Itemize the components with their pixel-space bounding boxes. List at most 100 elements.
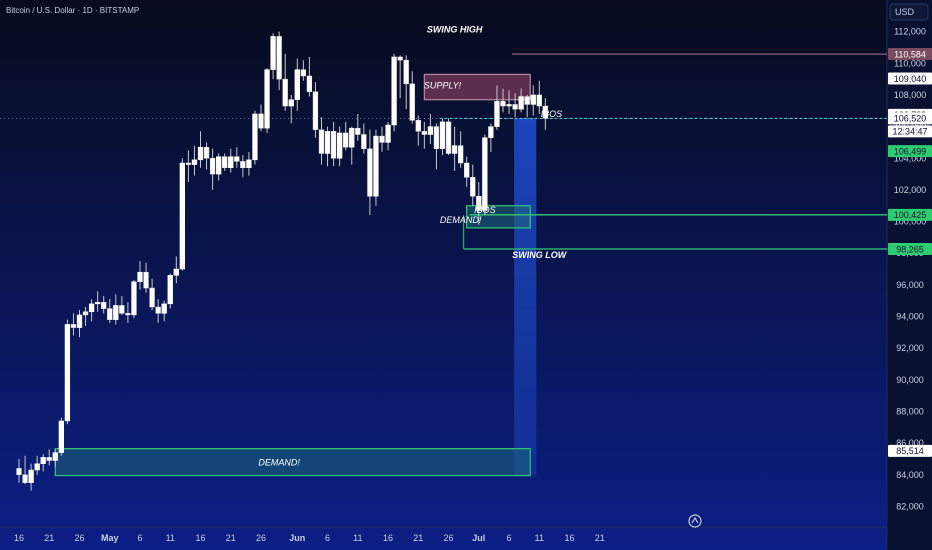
- annotation-demand: DEMAND!: [258, 457, 300, 467]
- candle: [209, 148, 216, 190]
- candle-body-down: [470, 176, 476, 197]
- candle-body-down: [500, 101, 506, 107]
- candle: [95, 291, 101, 312]
- candle-body-up: [191, 159, 198, 165]
- x-tick-label: 16: [383, 533, 393, 543]
- price-label: 106,520: [888, 112, 932, 125]
- candle: [101, 295, 107, 314]
- candle: [125, 302, 131, 323]
- candle: [167, 273, 173, 309]
- candle-body-down: [312, 91, 319, 131]
- x-tick-label: 11: [353, 533, 362, 543]
- candle: [52, 449, 58, 467]
- annotation-swing-high: SWING HIGH: [427, 24, 483, 34]
- candle: [458, 131, 464, 168]
- candle-body-up: [167, 275, 173, 305]
- candle-body-down: [379, 135, 385, 143]
- supply-zone: [423, 73, 531, 101]
- y-tick-label: 104,000: [894, 153, 927, 163]
- candle-body-up: [216, 156, 222, 175]
- candle: [234, 147, 240, 168]
- y-tick-label: 100,000: [894, 217, 927, 227]
- candle-body-down: [22, 474, 28, 483]
- candle: [536, 80, 542, 114]
- candle: [288, 94, 294, 124]
- candle: [476, 181, 482, 225]
- candle: [16, 458, 22, 483]
- candle: [524, 94, 530, 118]
- candle: [40, 454, 46, 472]
- candle: [88, 299, 95, 322]
- candle-body-down: [240, 161, 246, 169]
- x-tick-label: 11: [166, 533, 175, 543]
- candle: [119, 295, 125, 315]
- price-label-bg: [888, 72, 932, 85]
- candle-body-up: [324, 131, 331, 154]
- candle: [337, 126, 343, 167]
- candle-body-up: [264, 69, 270, 129]
- x-tick-label: 16: [565, 533, 575, 543]
- annotation-ibos: IBOS: [541, 109, 563, 119]
- x-tick-label: 21: [595, 533, 605, 543]
- tradingview-logo-icon[interactable]: [688, 514, 702, 528]
- candle-body-up: [52, 452, 58, 461]
- candle: [161, 300, 167, 322]
- price-label: 98,265: [888, 243, 932, 256]
- price-label-text: 98,265: [896, 244, 924, 254]
- x-tick-label: 6: [137, 533, 142, 543]
- x-tick-label: 21: [226, 533, 236, 543]
- price-label-text: 12:34:47: [892, 127, 927, 137]
- candle-body-up: [506, 104, 512, 107]
- candle-body-up: [82, 311, 89, 316]
- candle-body-up: [451, 145, 458, 154]
- candle-body-down: [119, 305, 125, 314]
- price-label-bg: [888, 48, 932, 61]
- candle: [355, 113, 361, 141]
- price-label-text: 106,499: [894, 146, 927, 156]
- candle-body-up: [64, 324, 71, 422]
- candle: [173, 256, 179, 284]
- candle: [451, 126, 458, 171]
- candle-body-up: [95, 302, 101, 305]
- candle-body-down: [155, 306, 161, 314]
- candle: [506, 90, 512, 114]
- candle-body-up: [439, 121, 446, 150]
- candle-body-up: [294, 69, 300, 100]
- x-tick-label: 6: [325, 533, 330, 543]
- candle: [22, 455, 28, 485]
- candle: [137, 261, 143, 290]
- candle-body-up: [530, 94, 536, 105]
- y-tick-label: 102,000: [894, 185, 927, 195]
- candle-body-down: [46, 457, 52, 461]
- price-label: 100,425: [888, 208, 932, 221]
- candle: [343, 121, 349, 151]
- candle-body-down: [125, 313, 131, 316]
- candle: [203, 142, 210, 170]
- candle-body-down: [409, 83, 415, 121]
- candle: [282, 53, 288, 111]
- candle-body-down: [421, 131, 428, 135]
- candle-body-down: [343, 132, 349, 148]
- candle: [464, 156, 470, 187]
- candle-body-down: [367, 148, 373, 197]
- candle-body-down: [222, 156, 228, 169]
- y-tick-label: 92,000: [896, 343, 924, 353]
- candle: [349, 126, 355, 165]
- candle: [324, 126, 331, 167]
- candle-body-down: [512, 104, 518, 110]
- candle-body-down: [415, 120, 421, 132]
- candle-body-down: [536, 94, 542, 107]
- candle: [216, 153, 222, 181]
- candle-body-down: [464, 162, 470, 178]
- candle: [228, 148, 234, 173]
- candle: [240, 155, 246, 178]
- candle: [143, 262, 149, 293]
- candle-body-up: [161, 303, 167, 314]
- candle-body-up: [173, 268, 179, 276]
- y-tick-label: 84,000: [896, 470, 924, 480]
- candle: [149, 278, 155, 311]
- candle: [512, 93, 518, 118]
- y-tick-label: 94,000: [896, 312, 924, 322]
- currency-button[interactable]: USD: [889, 3, 929, 21]
